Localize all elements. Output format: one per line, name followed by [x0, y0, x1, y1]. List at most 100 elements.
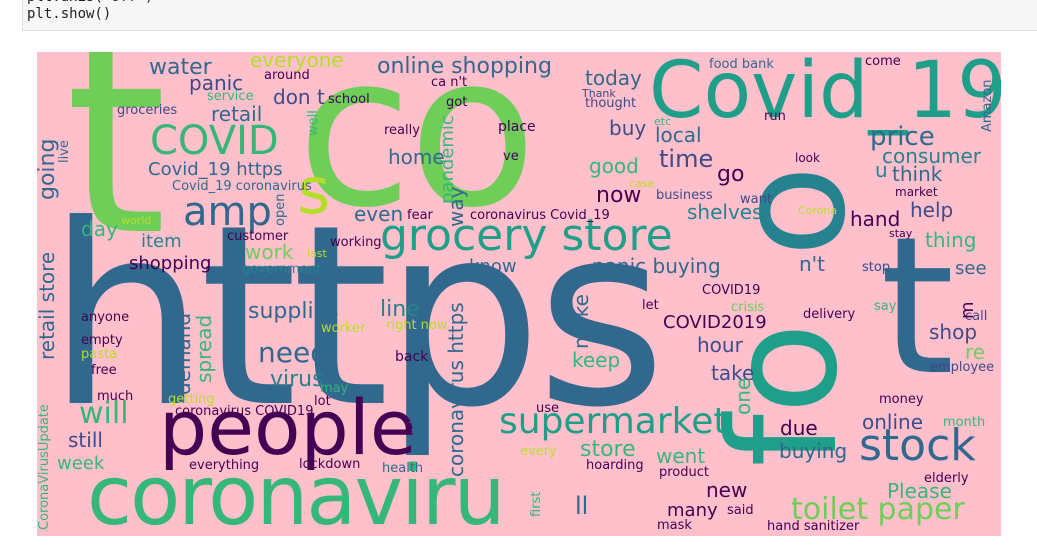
word-m: m — [957, 301, 978, 319]
word-right-now: right now — [386, 318, 448, 333]
word-s: s — [297, 155, 331, 229]
word-u: u — [875, 158, 888, 182]
word-shopping: shopping — [129, 253, 212, 274]
word-first: first — [529, 491, 544, 517]
word-today: today — [585, 66, 642, 90]
word-covid2019: COVID2019 — [663, 312, 767, 333]
word-virus: virus — [270, 367, 324, 392]
word-go: go — [717, 162, 745, 187]
word-covid19: Covid_19 — [649, 52, 1001, 136]
word-health: health — [382, 461, 424, 476]
word-people: people — [159, 383, 417, 472]
word-new: new — [706, 478, 748, 502]
word-fear: fear — [407, 208, 433, 223]
word-online: online — [862, 410, 924, 434]
word-hand-sanitizer: hand sanitizer — [767, 519, 860, 534]
code-cell[interactable]: plt.axis("off") plt.show() — [22, 0, 1037, 31]
word-said: said — [727, 503, 754, 518]
word-thing: thing — [925, 228, 977, 252]
word-price: price — [870, 122, 935, 152]
word-t-big: t — [65, 52, 167, 293]
word-covid-coronavirus: Covid_19 coronavirus — [172, 179, 312, 194]
word-cloud-image: t co https fo o t Covid_19 people corona… — [37, 52, 1001, 536]
word-work: work — [245, 240, 294, 264]
word-good: good — [589, 154, 639, 178]
word-everything: everything — [189, 458, 260, 473]
word-online-shopping: online shopping — [377, 54, 552, 79]
word-demand: demand — [171, 312, 195, 395]
word-run: run — [764, 109, 786, 124]
word-stop: stop — [862, 260, 891, 275]
word-went: went — [656, 444, 706, 468]
word-retail-store: retail store — [37, 251, 59, 360]
word-around: around — [264, 68, 310, 83]
word-day: day — [81, 217, 118, 241]
word-buying: buying — [779, 439, 848, 463]
word-toilet-paper: toilet paper — [791, 492, 965, 527]
word-t-right: t — [880, 196, 955, 417]
word-water: water — [149, 55, 212, 80]
word-market: market — [895, 185, 938, 199]
word-last: last — [307, 247, 327, 260]
word-consumer: consumer — [882, 144, 982, 168]
word-dont: don t — [273, 85, 325, 109]
word-product: product — [659, 465, 710, 480]
word-case: case — [629, 177, 655, 190]
code-line: plt.show() — [27, 6, 112, 22]
code-line-partial: plt.axis("off") — [27, 0, 153, 5]
word-getting: getting — [168, 392, 215, 407]
word-line: line — [380, 297, 420, 322]
word-panic: panic — [189, 71, 244, 95]
word-take: take — [711, 361, 755, 385]
word-ca-nt: ca n't — [431, 75, 468, 90]
word-make: make — [569, 294, 593, 349]
word-world: world — [121, 214, 152, 227]
word-open: open — [273, 193, 288, 226]
word-ll: ll — [575, 492, 589, 520]
word-groceries: groceries — [117, 103, 178, 118]
word-worker: worker — [321, 321, 366, 336]
word-now: now — [596, 183, 642, 208]
word-buy: buy — [609, 116, 647, 140]
word-etc: etc — [654, 115, 672, 128]
word-store: store — [580, 437, 636, 462]
word-supplies: supplies — [248, 299, 339, 324]
word-item: item — [141, 231, 182, 252]
word-anyone: anyone — [81, 310, 130, 325]
word-may: may — [320, 381, 349, 396]
word-coronavirus-covid: coronavirus Covid_19 — [470, 208, 610, 223]
word-delivery: delivery — [803, 307, 856, 322]
word-keep: keep — [572, 348, 621, 372]
word-employee: employee — [930, 360, 995, 375]
word-empty: empty — [81, 333, 123, 348]
word-crisis: crisis — [731, 300, 765, 315]
word-retail: retail — [211, 102, 263, 126]
word-free: free — [91, 363, 117, 378]
word-coronavirus-covid19: coronavirus COVID19 — [175, 404, 314, 419]
word-service: service — [207, 89, 254, 104]
word-pasta: pasta — [81, 347, 118, 362]
word-well: well — [306, 110, 321, 136]
word-use: use — [536, 401, 560, 416]
word-coronavirus-https: coronavirus https — [444, 302, 468, 477]
word-thank: Thank — [582, 87, 616, 100]
word-panic-buying: panic buying — [592, 254, 721, 278]
word-look: look — [795, 151, 820, 165]
word-help: help — [910, 198, 954, 222]
word-coronaviru: coronaviru — [87, 449, 506, 537]
word-want: want — [740, 192, 772, 207]
word-many: many — [667, 500, 718, 521]
word-hand: hand — [850, 207, 901, 231]
word-grocery-store: grocery store — [380, 210, 673, 261]
word-local: local — [655, 123, 702, 147]
word-covid-https: Covid_19 https — [148, 159, 283, 180]
word-corona: Corona — [798, 204, 838, 217]
word-every: every — [520, 444, 557, 459]
word-live: live — [57, 140, 72, 163]
word-nt: n't — [799, 252, 826, 276]
word-one: one — [731, 377, 755, 415]
word-still: still — [68, 428, 103, 452]
word-home: home — [388, 145, 445, 169]
word-hour: hour — [697, 333, 743, 357]
word-will: will — [79, 396, 129, 431]
